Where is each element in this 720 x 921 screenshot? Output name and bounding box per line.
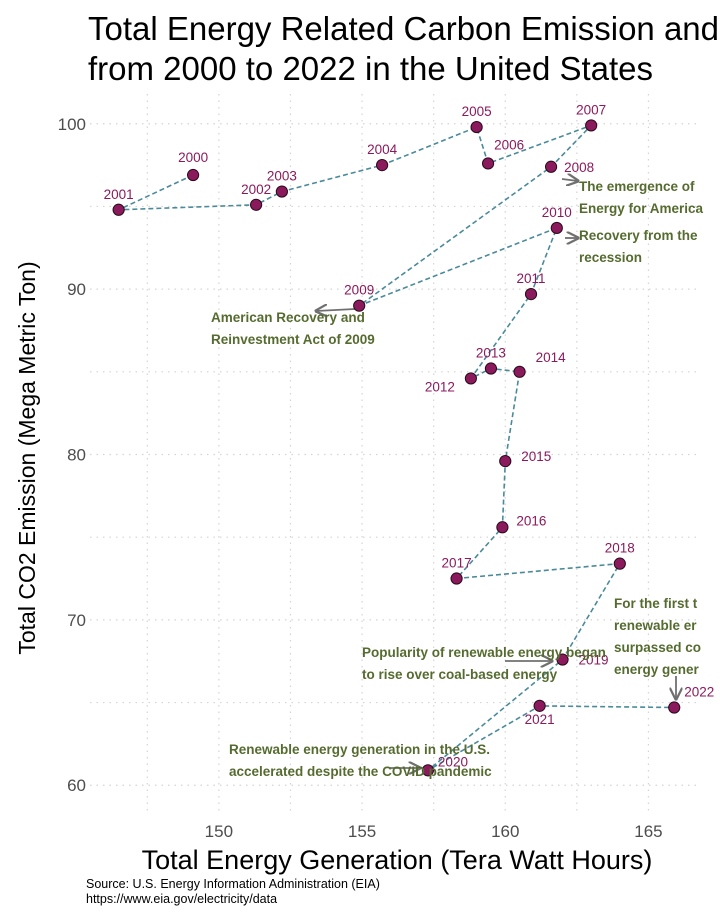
y-tick-label: 90: [67, 280, 86, 299]
point-label: 2021: [525, 712, 555, 727]
source-line-1: Source: U.S. Energy Information Administ…: [86, 877, 380, 891]
annotation-text: American Recovery and: [211, 310, 365, 325]
annotation-arrow: [316, 309, 356, 311]
data-point: [376, 159, 389, 172]
chart-title-line-2: from 2000 to 2022 in the United States: [88, 50, 653, 87]
x-tick-label: 165: [634, 822, 662, 841]
point-label: 2007: [576, 102, 606, 117]
x-tick-label: 150: [205, 822, 233, 841]
data-point: [470, 120, 483, 134]
chart-title-line-1: Total Energy Related Carbon Emission and…: [88, 10, 720, 47]
data-point: [496, 521, 509, 534]
annotations: The emergence of Energy for America Recove…: [211, 179, 704, 779]
point-label: 2012: [425, 379, 455, 394]
annotation-text: surpassed co: [614, 640, 701, 655]
point-label: 2003: [267, 169, 297, 184]
annotation-text: energy gener: [614, 662, 700, 677]
point-label: 2004: [367, 142, 398, 157]
data-point: [250, 198, 263, 211]
y-axis-ticks: 60 70 80 90 100: [58, 115, 86, 795]
x-axis-ticks: 150 155 160 165: [205, 822, 663, 841]
data-point: [533, 699, 546, 712]
point-label: 2018: [605, 541, 635, 556]
data-points: [112, 119, 681, 777]
data-point: [668, 701, 681, 714]
point-label: 2015: [521, 449, 551, 464]
data-point: [544, 160, 558, 173]
source-line-2: https://www.eia.gov/electricity/data: [86, 892, 277, 906]
annotation-text: Reinvestment Act of 2009: [211, 332, 375, 347]
point-label: 2016: [516, 513, 546, 528]
grid: [90, 94, 700, 815]
data-point: [499, 455, 512, 468]
point-label: 2001: [104, 187, 134, 202]
x-tick-label: 155: [348, 822, 376, 841]
x-tick-label: 160: [491, 822, 519, 841]
data-point: [550, 221, 563, 235]
y-axis-title: Total CO2 Emission (Mega Metric Ton): [14, 261, 40, 654]
point-label: 2005: [462, 104, 492, 119]
point-label: 2011: [517, 271, 546, 286]
point-label: 2002: [241, 182, 271, 197]
point-label: 2020: [438, 754, 468, 769]
annotation-text: Popularity of renewable energy began: [362, 645, 606, 660]
annotation-arrow: [561, 179, 578, 181]
point-label: 2019: [579, 653, 609, 668]
data-point: [613, 557, 626, 570]
annotation-text: Recovery from the: [579, 228, 698, 243]
data-point: [481, 157, 495, 170]
point-label: 2022: [684, 685, 714, 700]
point-label: 2008: [564, 160, 594, 175]
annotation-text: accelerated despite the COVID pandemic: [229, 764, 492, 779]
annotation-text: The emergence of: [579, 179, 695, 194]
y-tick-label: 60: [67, 776, 86, 795]
y-tick-label: 70: [67, 611, 86, 630]
point-label: 2006: [494, 137, 524, 152]
point-label: 2013: [476, 346, 506, 361]
data-point: [513, 365, 526, 378]
data-point: [186, 168, 200, 182]
data-point: [585, 119, 598, 132]
annotation-text: Renewable energy generation in the U.S.: [229, 742, 490, 757]
annotation-arrows: [316, 179, 676, 768]
annotation-text: renewable er: [614, 618, 697, 633]
data-point: [275, 185, 288, 198]
data-point: [484, 362, 498, 375]
x-axis-title: Total Energy Generation (Tera Watt Hours…: [142, 845, 653, 875]
data-point: [464, 372, 477, 385]
data-point: [524, 287, 538, 301]
point-label: 2017: [442, 556, 472, 571]
annotation-text: recession: [579, 250, 642, 265]
point-label: 2014: [536, 350, 567, 365]
point-label: 2010: [542, 205, 572, 220]
data-point: [353, 299, 366, 312]
data-point: [112, 203, 125, 216]
annotation-text: For the first t: [614, 596, 698, 611]
data-point: [450, 572, 463, 585]
data-point: [421, 764, 435, 777]
point-label: 2009: [344, 283, 374, 298]
point-label: 2000: [178, 150, 208, 165]
annotation-text: Energy for America: [579, 201, 704, 216]
annotation-text: to rise over coal-based energy: [362, 667, 558, 682]
data-point: [556, 653, 569, 666]
y-tick-label: 100: [58, 115, 86, 134]
y-tick-label: 80: [67, 446, 86, 465]
